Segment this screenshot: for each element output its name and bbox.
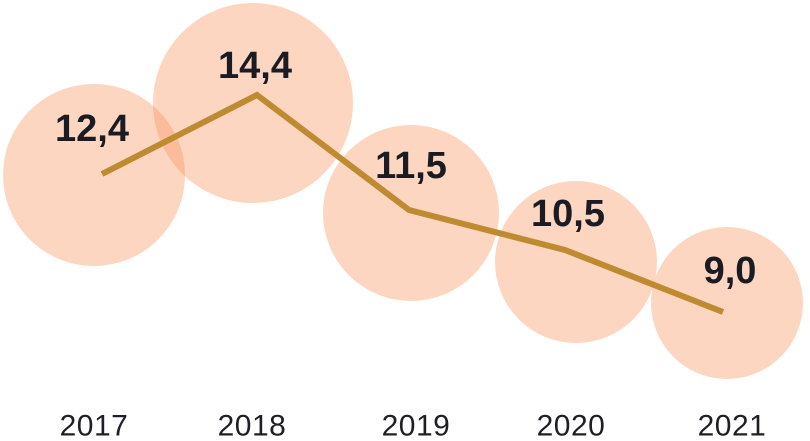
bubble (495, 181, 657, 343)
year-label: 2018 (218, 410, 287, 441)
value-label: 9,0 (704, 250, 757, 292)
year-label: 2017 (60, 410, 129, 441)
trend-line (100, 91, 725, 315)
value-label: 14,4 (218, 45, 292, 87)
bubble (3, 84, 185, 266)
year-label: 2020 (537, 410, 606, 441)
value-label: 11,5 (375, 145, 447, 187)
bubble (651, 227, 803, 379)
value-label: 10,5 (531, 193, 605, 235)
year-label: 2019 (382, 410, 451, 441)
bubble (153, 3, 353, 203)
value-label: 12,4 (55, 108, 129, 150)
year-label: 2021 (698, 410, 767, 441)
bubble-group (3, 3, 803, 379)
